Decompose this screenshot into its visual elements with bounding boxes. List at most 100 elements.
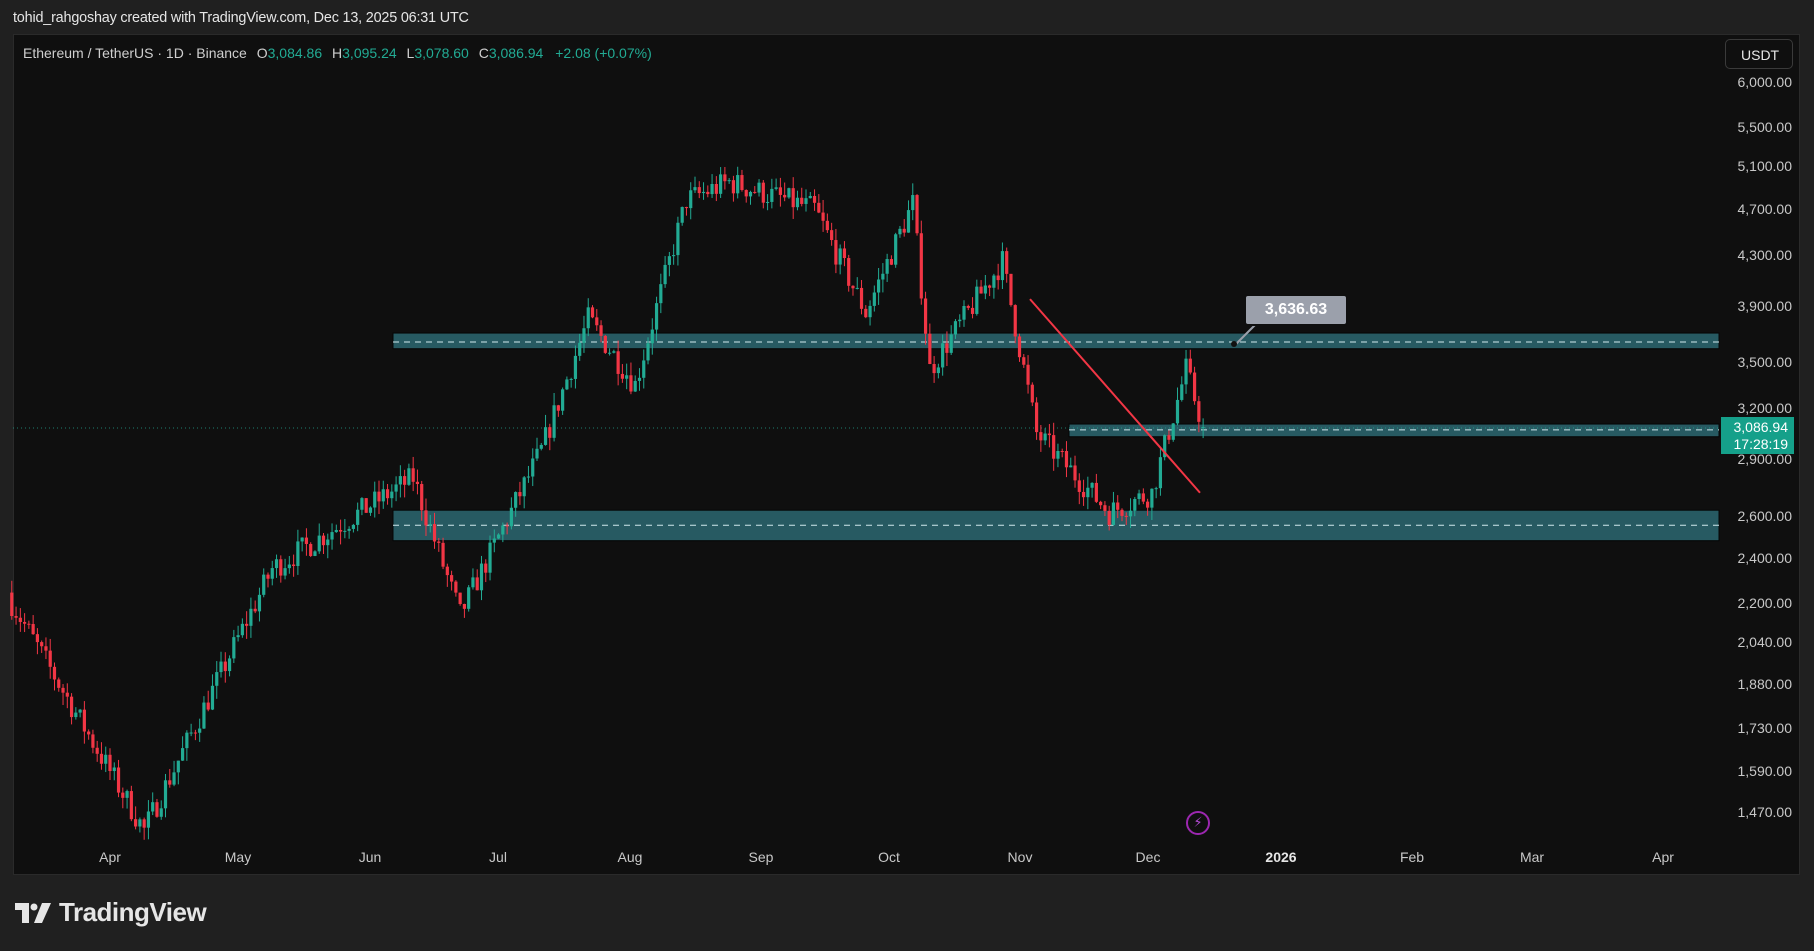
candle xyxy=(693,187,697,191)
trendline xyxy=(1029,298,1201,494)
candle xyxy=(351,524,355,529)
candle xyxy=(877,279,881,293)
tradingview-logo[interactable]: TradingView xyxy=(15,897,207,928)
candle xyxy=(360,498,364,510)
candle xyxy=(1167,435,1171,440)
low-label: L xyxy=(406,45,415,61)
candle xyxy=(61,687,65,693)
candle xyxy=(552,405,556,438)
candle xyxy=(270,568,274,579)
candle xyxy=(394,484,398,492)
candle xyxy=(855,287,859,289)
candle xyxy=(714,183,718,194)
candle xyxy=(765,201,770,203)
candle xyxy=(168,780,172,785)
candle xyxy=(697,187,701,194)
candle xyxy=(872,292,876,306)
candle xyxy=(283,568,287,576)
candle xyxy=(864,308,868,318)
price-callout[interactable]: 3,636.63 xyxy=(1244,294,1348,326)
time-tick: Feb xyxy=(1399,849,1425,865)
price-tick: 2,040.00 xyxy=(1737,634,1793,651)
candle xyxy=(129,791,133,820)
candle xyxy=(432,524,437,542)
candle xyxy=(279,559,283,576)
candle xyxy=(834,240,838,265)
currency-button[interactable]: USDT xyxy=(1725,39,1793,69)
candle xyxy=(804,198,808,204)
candle xyxy=(1030,384,1034,403)
candle xyxy=(599,325,603,336)
candle xyxy=(467,587,471,609)
candle xyxy=(210,685,215,710)
candle xyxy=(1103,505,1107,511)
candle xyxy=(321,535,326,546)
candle xyxy=(479,563,484,591)
candle xyxy=(202,702,206,729)
candle xyxy=(800,197,804,204)
candle xyxy=(1073,465,1077,481)
change-value: +2.08 (+0.07%) xyxy=(555,45,652,61)
candle xyxy=(266,574,270,579)
price-tick: 1,730.00 xyxy=(1737,719,1793,736)
candle xyxy=(911,195,915,211)
price-tick: 3,200.00 xyxy=(1737,400,1793,417)
candle xyxy=(1034,402,1039,433)
candle xyxy=(795,197,800,208)
candle xyxy=(488,542,492,573)
candle xyxy=(616,351,620,374)
candle xyxy=(300,537,304,542)
candle xyxy=(95,747,99,754)
candle xyxy=(710,183,714,195)
time-tick: Jun xyxy=(358,849,382,865)
candle xyxy=(582,328,586,343)
candle xyxy=(454,581,458,593)
candle xyxy=(317,535,321,552)
candle xyxy=(1146,501,1150,508)
candle xyxy=(82,709,86,732)
candle xyxy=(859,287,864,309)
candle xyxy=(69,696,74,718)
candle xyxy=(347,528,351,531)
candle xyxy=(723,174,727,182)
high-label: H xyxy=(332,45,343,61)
candle xyxy=(450,575,454,582)
candle xyxy=(57,679,61,688)
candle xyxy=(898,228,902,235)
candle xyxy=(253,608,257,612)
candle xyxy=(496,534,501,539)
candle xyxy=(821,212,825,221)
candle xyxy=(949,334,953,353)
candle xyxy=(1069,465,1073,468)
time-tick: Aug xyxy=(617,849,643,865)
candle xyxy=(1017,336,1022,358)
candle xyxy=(1201,427,1205,429)
candle xyxy=(1192,372,1197,402)
price-tick: 3,900.00 xyxy=(1737,297,1793,314)
candle xyxy=(505,525,509,527)
symbol-legend: Ethereum / TetherUS · 1D · Binance O3,08… xyxy=(23,45,652,61)
candle xyxy=(1052,435,1056,459)
candle xyxy=(680,207,684,223)
candle xyxy=(1060,451,1064,453)
candle xyxy=(441,542,445,567)
candle xyxy=(607,352,612,354)
candle xyxy=(155,802,159,817)
candle xyxy=(975,286,979,314)
candle xyxy=(287,564,291,569)
candle xyxy=(919,233,923,299)
candle xyxy=(185,732,189,749)
candle xyxy=(227,658,232,672)
candle xyxy=(753,191,757,193)
candle xyxy=(411,468,415,482)
candle xyxy=(706,191,710,195)
candle xyxy=(398,476,402,485)
chart-pane[interactable] xyxy=(13,34,1800,875)
candle xyxy=(569,378,573,380)
price-tick: 2,600.00 xyxy=(1737,508,1793,525)
lightning-event-icon[interactable]: ⚡ xyxy=(1186,811,1210,835)
candle xyxy=(531,458,535,477)
time-tick: Oct xyxy=(878,849,900,865)
candle xyxy=(1154,488,1158,490)
